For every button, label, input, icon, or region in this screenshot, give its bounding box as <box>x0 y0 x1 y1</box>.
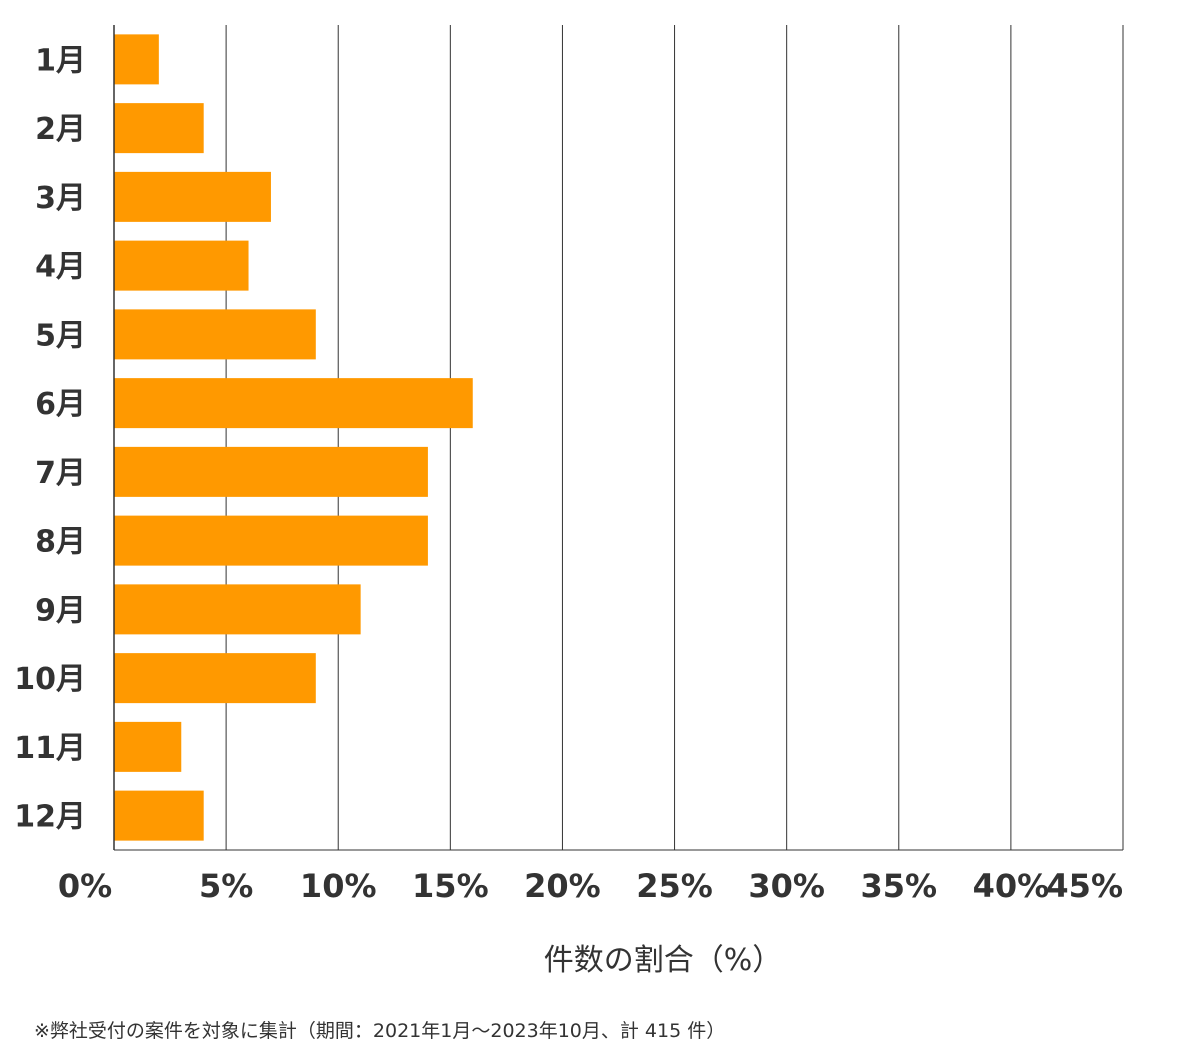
x-tick-label: 5% <box>199 867 253 905</box>
y-tick-label: 10月 <box>14 662 86 697</box>
grid-lines <box>225 25 1124 850</box>
bar <box>114 584 361 635</box>
bar <box>114 515 428 566</box>
axes <box>113 25 1123 851</box>
bar <box>114 34 159 85</box>
bar <box>114 103 204 154</box>
y-tick-label: 2月 <box>35 112 86 147</box>
x-axis-title: 件数の割合（%） <box>544 943 783 978</box>
x-tick-label: 25% <box>636 867 713 905</box>
y-tick-label: 6月 <box>35 387 86 422</box>
y-tick-label: 4月 <box>35 250 86 285</box>
y-tick-label: 7月 <box>35 456 86 491</box>
y-tick-label: 1月 <box>35 43 86 78</box>
y-tick-label: 12月 <box>14 800 86 835</box>
y-tick-label: 3月 <box>35 181 86 216</box>
x-tick-label: 35% <box>860 867 937 905</box>
x-tick-label: 10% <box>300 867 377 905</box>
y-tick-label: 9月 <box>35 593 86 628</box>
footnote: ※弊社受付の案件を対象に集計（期間：2021年1月～2023年10月、計 415… <box>34 1020 726 1042</box>
x-tick-label: 40% <box>973 867 1050 905</box>
bar <box>114 171 271 222</box>
y-tick-label: 8月 <box>35 525 86 560</box>
bar <box>114 240 249 291</box>
bar <box>114 790 204 841</box>
x-tick-label: 30% <box>748 867 825 905</box>
bar <box>114 653 316 704</box>
x-tick-label: 20% <box>524 867 601 905</box>
x-tick-labels: 0% 5% 10% 15% 20% 25% 30% 35% 40%45% <box>58 867 1123 905</box>
y-tick-label: 11月 <box>14 731 86 766</box>
bars <box>114 34 473 841</box>
x-tick-label: 15% <box>412 867 489 905</box>
x-tick-label: 0% <box>58 867 112 905</box>
bar <box>114 721 182 772</box>
bar-chart: 1月 2月 3月 4月 5月 6月 7月 8月 9月 10月 11月 12月 0% 5% 10% 15% 20… <box>14 25 1124 978</box>
y-tick-label: 5月 <box>35 318 86 353</box>
x-tick-label: 45% <box>1046 867 1123 905</box>
y-tick-labels: 1月 2月 3月 4月 5月 6月 7月 8月 9月 10月 11月 12月 <box>14 43 86 834</box>
bar <box>114 378 473 429</box>
bar <box>114 309 316 360</box>
bar <box>114 446 428 497</box>
